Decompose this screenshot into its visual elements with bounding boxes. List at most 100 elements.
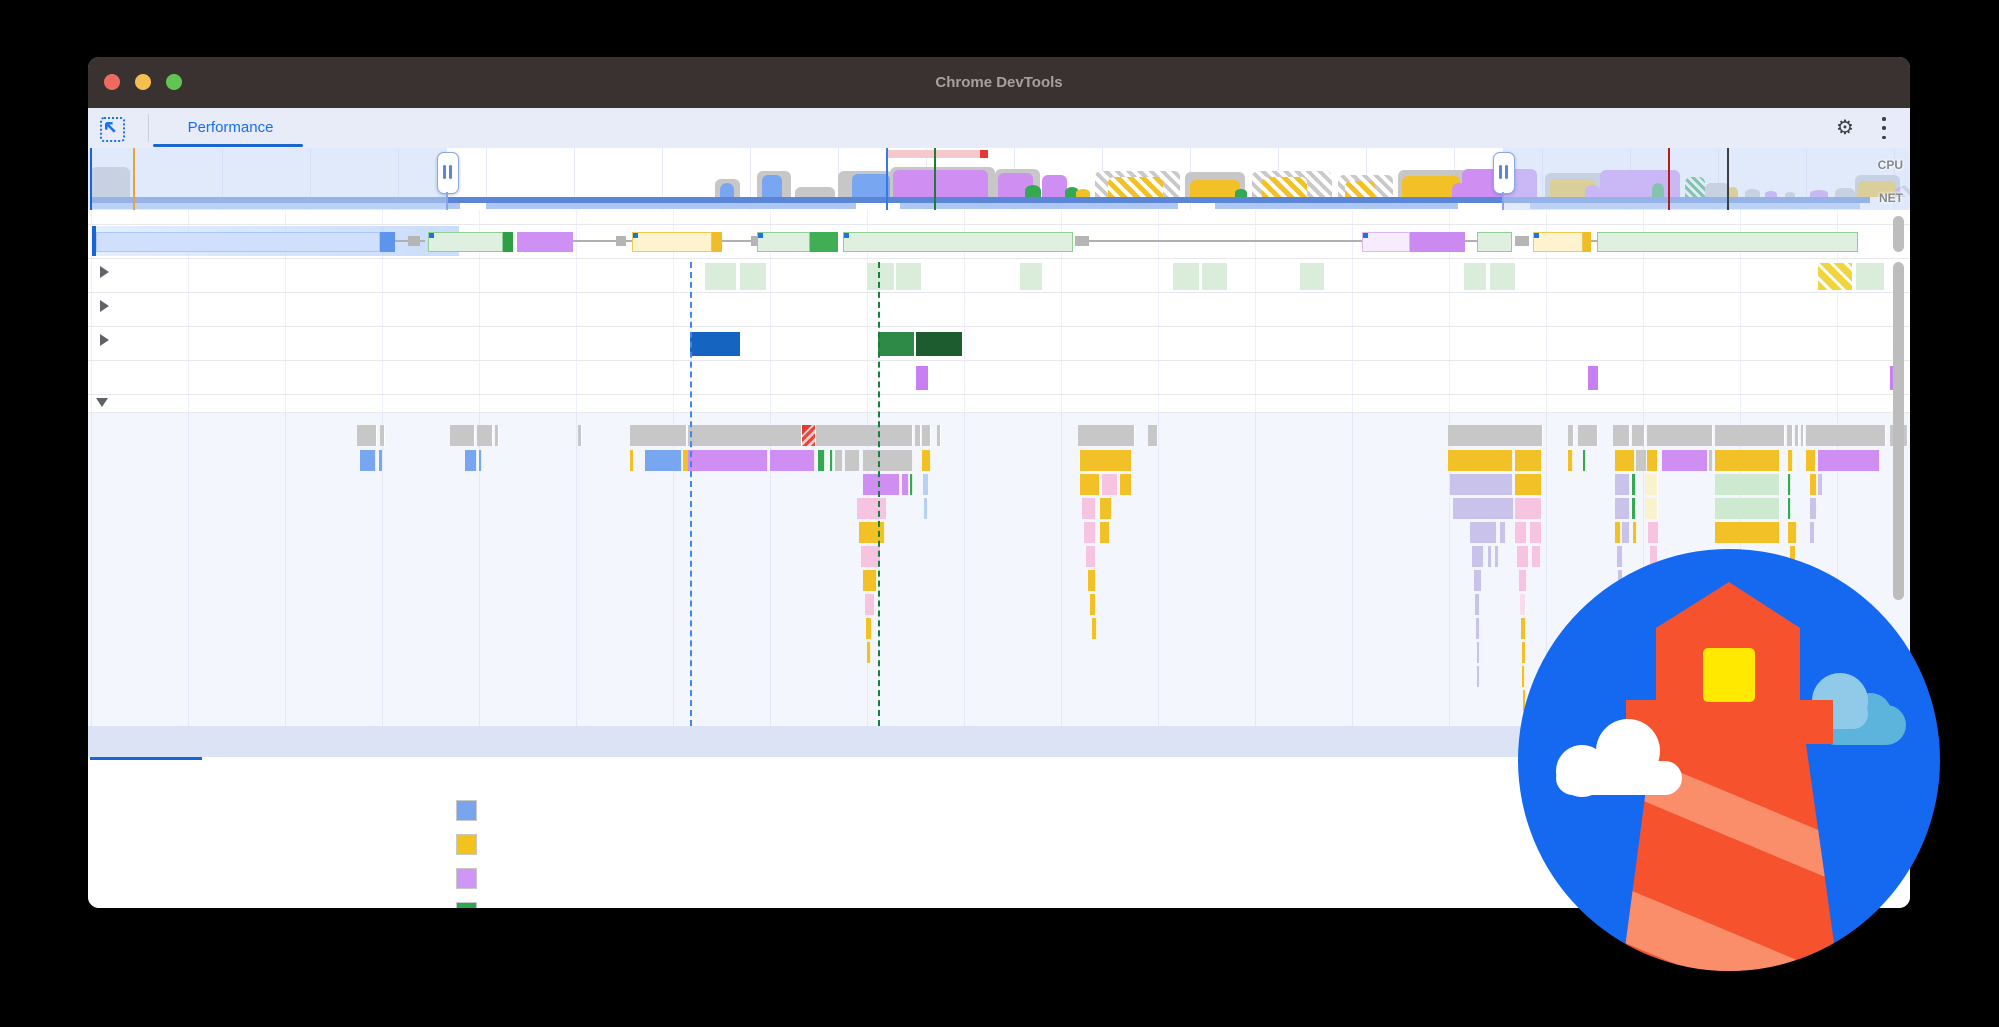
flame-bar[interactable] [379, 450, 383, 471]
flame-bar[interactable] [863, 570, 877, 591]
flame-bar[interactable] [1080, 474, 1100, 495]
task-bar[interactable] [1795, 425, 1799, 446]
vertical-scrollbar-thumb[interactable] [1893, 216, 1904, 252]
task-bar[interactable] [1578, 425, 1598, 446]
task-bar[interactable] [1148, 425, 1158, 446]
frame-rect-partial[interactable] [1818, 263, 1852, 290]
flame-bar[interactable] [1102, 474, 1118, 495]
flame-bar[interactable] [924, 498, 928, 519]
frame-rect[interactable] [1464, 263, 1486, 290]
flame-bar[interactable] [1519, 570, 1527, 591]
flame-bar[interactable] [1650, 546, 1658, 567]
network-request-bar[interactable] [1533, 232, 1583, 252]
flame-bar[interactable] [863, 474, 900, 495]
network-request-bar[interactable] [1597, 232, 1858, 252]
network-request-bar[interactable] [1362, 232, 1410, 252]
flame-bar[interactable] [1715, 498, 1780, 519]
flame-bar[interactable] [1082, 498, 1096, 519]
network-request-bar[interactable] [843, 232, 1073, 252]
frame-rect[interactable] [705, 263, 736, 290]
flame-bar[interactable] [866, 618, 872, 639]
selection-drag-handle[interactable] [437, 152, 459, 194]
flame-bar[interactable] [1522, 666, 1525, 687]
network-request-bar[interactable] [757, 232, 810, 252]
flame-bar[interactable] [923, 474, 929, 495]
network-request-segment[interactable] [503, 232, 513, 252]
flame-bar[interactable] [1100, 498, 1112, 519]
flame-bar[interactable] [1080, 450, 1132, 471]
minimize-window-button[interactable] [135, 74, 151, 90]
network-request-bar[interactable] [1477, 232, 1512, 252]
flame-bar[interactable] [859, 522, 885, 543]
flame-bar[interactable] [1810, 522, 1815, 543]
close-window-button[interactable] [104, 74, 120, 90]
flame-bar[interactable] [1472, 546, 1484, 567]
flame-bar[interactable] [902, 474, 909, 495]
frame-rect[interactable] [867, 263, 894, 290]
flame-bar[interactable] [1709, 450, 1713, 471]
network-request-segment[interactable] [380, 232, 395, 252]
task-bar[interactable] [1078, 425, 1135, 446]
flame-bar[interactable] [1632, 498, 1636, 519]
flame-chart-area[interactable] [88, 210, 1910, 726]
flame-bar[interactable] [1636, 450, 1647, 471]
flame-bar[interactable] [1715, 450, 1780, 471]
flame-bar[interactable] [1515, 522, 1527, 543]
flame-bar[interactable] [1520, 594, 1526, 615]
task-bar[interactable] [922, 425, 931, 446]
interaction-bar[interactable] [916, 332, 962, 356]
task-bar[interactable] [1568, 425, 1574, 446]
task-bar[interactable] [630, 425, 687, 446]
track-expander-collapsed[interactable] [100, 266, 109, 278]
flame-bar[interactable] [479, 450, 482, 471]
flame-bar[interactable] [1477, 666, 1480, 687]
flame-bar[interactable] [1470, 522, 1497, 543]
flame-bar[interactable] [1495, 546, 1499, 567]
frame-rect[interactable] [1856, 263, 1884, 290]
frame-rect[interactable] [1300, 263, 1324, 290]
frame-rect[interactable] [896, 263, 921, 290]
flame-bar[interactable] [1521, 618, 1526, 639]
flame-bar[interactable] [1632, 474, 1636, 495]
flame-bar[interactable] [830, 450, 833, 471]
flame-bar[interactable] [1100, 522, 1110, 543]
task-bar[interactable] [688, 425, 802, 446]
flame-bar[interactable] [1086, 546, 1096, 567]
flame-bar[interactable] [861, 546, 881, 567]
flame-bar[interactable] [1617, 546, 1623, 567]
flame-bar[interactable] [1647, 450, 1658, 471]
flame-bar[interactable] [465, 450, 477, 471]
flame-bar[interactable] [1488, 546, 1492, 567]
flame-bar[interactable] [1583, 450, 1586, 471]
flame-bar[interactable] [818, 450, 825, 471]
flame-bar[interactable] [1088, 570, 1096, 591]
flame-bar[interactable] [835, 450, 843, 471]
track-expander-expanded[interactable] [96, 398, 108, 407]
flame-bar[interactable] [1500, 522, 1506, 543]
flame-bar[interactable] [845, 450, 860, 471]
flame-bar[interactable] [360, 450, 376, 471]
network-request-segment[interactable] [1410, 232, 1465, 252]
flame-bar[interactable] [867, 642, 871, 663]
flame-bar[interactable] [863, 450, 913, 471]
flame-bar[interactable] [1818, 474, 1823, 495]
flame-bar[interactable] [1715, 474, 1780, 495]
flame-bar[interactable] [1453, 498, 1514, 519]
more-options-menu-icon[interactable] [1877, 117, 1891, 139]
task-bar[interactable] [578, 425, 582, 446]
track-expander-collapsed[interactable] [100, 334, 109, 346]
network-request-segment[interactable] [712, 232, 722, 252]
flame-bar[interactable] [1568, 450, 1573, 471]
task-bar[interactable] [1448, 425, 1543, 446]
tab-performance[interactable]: Performance [187, 119, 274, 136]
flame-bar[interactable] [1788, 450, 1793, 471]
flame-bar[interactable] [1615, 450, 1635, 471]
frame-rect[interactable] [740, 263, 766, 290]
settings-gear-icon[interactable]: ⚙ [1836, 117, 1854, 139]
timing-mark[interactable] [916, 366, 928, 390]
flame-bar[interactable] [1476, 618, 1480, 639]
flame-bar[interactable] [1515, 474, 1542, 495]
flame-bar[interactable] [645, 450, 682, 471]
flame-bar[interactable] [1648, 522, 1659, 543]
track-expander-collapsed[interactable] [100, 300, 109, 312]
